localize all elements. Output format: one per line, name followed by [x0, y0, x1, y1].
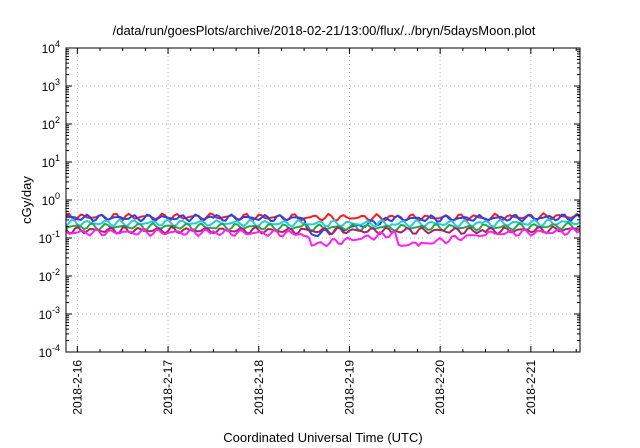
x-axis-label: Coordinated Universal Time (UTC): [223, 430, 422, 445]
y-tick-label: 104: [42, 39, 60, 56]
x-tick-label: 2018-2-17: [161, 360, 175, 415]
y-axis-ticks: 10-4 10-3 10-2 10-1 100 101 102 103 104: [39, 39, 580, 360]
series-line: [65, 227, 581, 248]
x-tick-label: 2018-2-20: [433, 360, 447, 415]
series-group: [65, 212, 581, 248]
y-tick-label: 10-1: [39, 229, 60, 246]
y-axis-label: cGy/day: [19, 176, 34, 224]
y-tick-label: 10-4: [39, 343, 60, 360]
grid-lines: [66, 48, 580, 352]
y-tick-label: 10-3: [39, 305, 60, 322]
x-tick-label: 2018-2-16: [70, 360, 84, 415]
chart-title: /data/run/goesPlots/archive/2018-02-21/1…: [113, 23, 536, 38]
y-tick-label: 102: [42, 115, 60, 132]
x-axis-ticks: 2018-2-16 2018-2-17 2018-2-18 2018-2-19 2018…: [70, 48, 577, 415]
series-line: [65, 218, 581, 228]
x-tick-label: 2018-2-21: [524, 360, 538, 415]
series-line: [65, 213, 581, 238]
x-tick-label: 2018-2-19: [342, 360, 356, 415]
y-tick-label: 101: [42, 153, 60, 170]
y-tick-label: 100: [42, 191, 60, 208]
x-tick-label: 2018-2-18: [252, 360, 266, 415]
y-tick-label: 103: [42, 77, 60, 94]
series-line: [65, 225, 581, 236]
series-line: [65, 221, 581, 232]
y-tick-label: 10-2: [39, 267, 60, 284]
